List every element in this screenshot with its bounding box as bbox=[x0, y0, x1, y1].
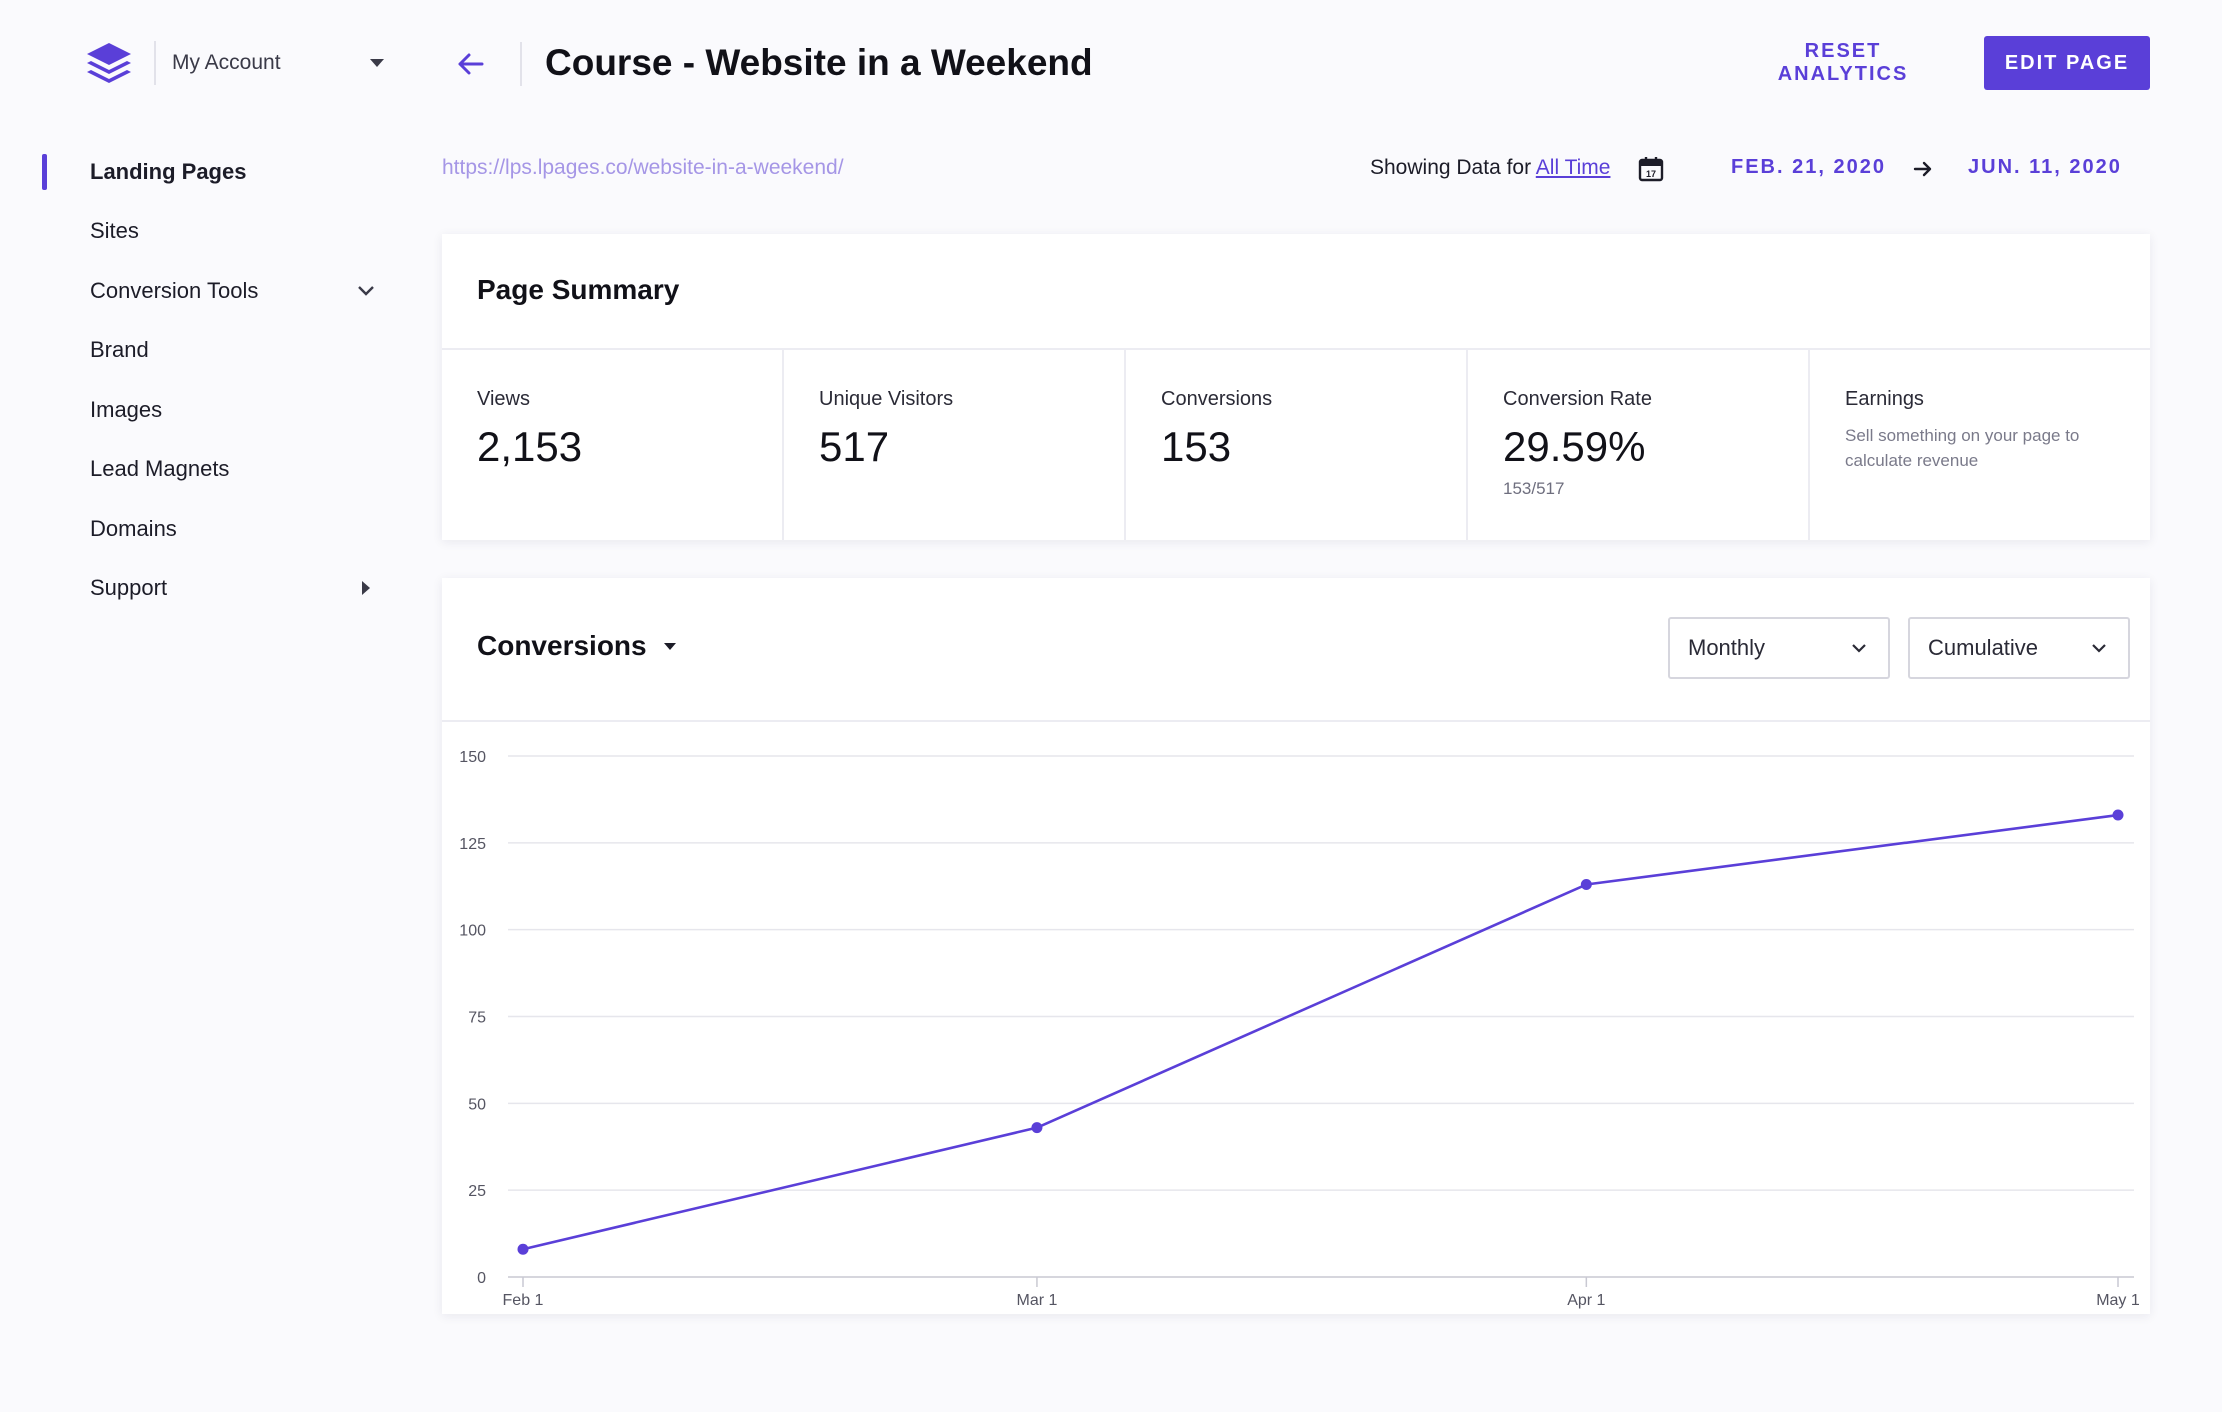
sidebar-item-domains[interactable]: Domains bbox=[0, 499, 420, 559]
metrics-row: Views 2,153 Unique Visitors 517 Conversi… bbox=[442, 348, 2150, 540]
metric-unique-visitors: Unique Visitors 517 bbox=[784, 350, 1126, 540]
sidebar-item-label: Brand bbox=[90, 337, 149, 363]
account-divider bbox=[154, 41, 156, 85]
mode-select-value: Cumulative bbox=[1928, 635, 2039, 660]
metric-label: Conversions bbox=[1161, 388, 1273, 410]
conversions-line-chart: 0 25 50 75 100 125 150 Feb 1 Mar 1 Apr 1 May 1 bbox=[459, 749, 2140, 1309]
metric-note: Sell something on your page to calculate… bbox=[1845, 426, 2080, 470]
chevron-down-icon[interactable] bbox=[352, 277, 380, 305]
metric-value: 517 bbox=[819, 423, 890, 470]
account-switcher[interactable]: My Account bbox=[84, 38, 392, 88]
metric-conversion-rate: Conversion Rate 29.59% 153/517 bbox=[1468, 350, 1810, 540]
x-tick-label: Feb 1 bbox=[503, 1292, 544, 1309]
layers-logo-icon bbox=[84, 38, 134, 88]
date-range-label: Showing Data for All Time bbox=[1370, 156, 1610, 180]
sidebar-item-brand[interactable]: Brand bbox=[0, 321, 420, 381]
y-tick-label: 150 bbox=[459, 749, 486, 766]
data-point bbox=[1031, 1122, 1043, 1134]
reset-analytics-button[interactable]: RESET ANALYTICS bbox=[1738, 36, 1948, 90]
y-tick-label: 0 bbox=[477, 1270, 486, 1287]
sidebar-item-images[interactable]: Images bbox=[0, 380, 420, 440]
page-summary-card: Page Summary Views 2,153 Unique Visitors… bbox=[442, 234, 2150, 540]
caret-down-icon bbox=[663, 636, 683, 656]
chevron-down-icon bbox=[2088, 637, 2110, 659]
period-select-value: Monthly bbox=[1688, 635, 1766, 660]
sidebar-item-label: Lead Magnets bbox=[90, 456, 230, 482]
sidebar-item-sites[interactable]: Sites bbox=[0, 202, 420, 262]
conversions-chart-card: Conversions Monthly Cumulative 0 25 50 75 10… bbox=[442, 578, 2150, 1314]
chart-header: Conversions Monthly Cumulative bbox=[442, 578, 2150, 722]
back-button[interactable] bbox=[448, 42, 492, 86]
metric-value: 2,153 bbox=[477, 423, 583, 470]
chevron-down-icon bbox=[1848, 637, 1870, 659]
caret-right-icon[interactable] bbox=[352, 574, 380, 602]
conversions-metric-dropdown[interactable]: Conversions bbox=[477, 630, 683, 662]
metric-views: Views 2,153 bbox=[442, 350, 784, 540]
caret-down-icon[interactable] bbox=[362, 48, 392, 78]
data-point bbox=[517, 1243, 529, 1255]
mode-select[interactable]: Cumulative bbox=[1908, 617, 2130, 679]
period-select[interactable]: Monthly bbox=[1668, 617, 1890, 679]
sidebar-nav: Landing Pages Sites Conversion Tools Bra… bbox=[0, 142, 420, 618]
sidebar-item-lead-magnets[interactable]: Lead Magnets bbox=[0, 440, 420, 500]
page-title: Course - Website in a Weekend bbox=[545, 42, 1093, 83]
y-tick-label: 100 bbox=[459, 923, 486, 940]
x-tick-label: May 1 bbox=[2096, 1292, 2140, 1309]
metric-label: Conversion Rate bbox=[1503, 388, 1652, 410]
calendar-icon[interactable]: 17 bbox=[1638, 156, 1666, 184]
y-tick-label: 75 bbox=[468, 1010, 486, 1027]
sidebar-item-label: Sites bbox=[90, 218, 139, 244]
date-end-button[interactable]: JUN. 11, 2020 bbox=[1968, 156, 2122, 178]
y-tick-label: 125 bbox=[459, 836, 486, 853]
sidebar-item-label: Support bbox=[90, 575, 168, 601]
account-label: My Account bbox=[172, 51, 281, 74]
metric-earnings: Earnings Sell something on your page to … bbox=[1810, 350, 2150, 540]
metric-label: Earnings bbox=[1845, 388, 1924, 410]
x-tick-label: Mar 1 bbox=[1016, 1292, 1057, 1309]
svg-text:17: 17 bbox=[1646, 169, 1656, 179]
page-summary-title: Page Summary bbox=[477, 274, 680, 305]
arrow-left-icon bbox=[458, 53, 484, 75]
chart-title: Conversions bbox=[477, 630, 647, 661]
metric-subvalue: 153/517 bbox=[1503, 479, 1565, 498]
sidebar-item-landing-pages[interactable]: Landing Pages bbox=[0, 142, 420, 202]
sidebar-item-label: Images bbox=[90, 396, 163, 422]
y-tick-label: 50 bbox=[468, 1096, 486, 1113]
sidebar: My Account Landing Pages Sites Conversio… bbox=[0, 0, 420, 1412]
date-start-button[interactable]: FEB. 21, 2020 bbox=[1731, 156, 1886, 178]
metric-label: Unique Visitors bbox=[819, 388, 954, 410]
metric-value: 153 bbox=[1161, 423, 1232, 470]
x-tick-label: Apr 1 bbox=[1567, 1292, 1605, 1309]
arrow-right-icon bbox=[1912, 158, 1936, 182]
metric-value: 29.59% bbox=[1503, 423, 1646, 470]
series-line bbox=[522, 813, 2119, 1251]
data-point bbox=[2112, 809, 2124, 821]
showing-prefix: Showing Data for bbox=[1370, 156, 1532, 179]
header-divider bbox=[520, 42, 522, 86]
page-url-link[interactable]: https://lps.lpages.co/website-in-a-weeke… bbox=[442, 156, 844, 179]
range-all-time-link[interactable]: All Time bbox=[1535, 156, 1611, 179]
metric-label: Views bbox=[477, 388, 530, 410]
sidebar-item-label: Landing Pages bbox=[90, 158, 247, 184]
edit-page-button[interactable]: EDIT PAGE bbox=[1984, 36, 2150, 90]
metric-conversions: Conversions 153 bbox=[1126, 350, 1468, 540]
data-point bbox=[1580, 879, 1592, 891]
sidebar-item-support[interactable]: Support bbox=[0, 559, 420, 619]
sidebar-item-label: Domains bbox=[90, 515, 177, 541]
sidebar-item-label: Conversion Tools bbox=[90, 277, 259, 303]
y-tick-label: 25 bbox=[468, 1183, 486, 1200]
sidebar-item-conversion-tools[interactable]: Conversion Tools bbox=[0, 261, 420, 321]
